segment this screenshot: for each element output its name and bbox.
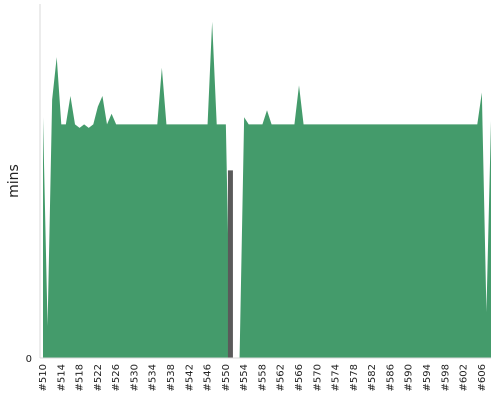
chart-marks <box>43 21 491 358</box>
x-tick-label: #606 <box>477 364 488 391</box>
x-tick-label: #510 <box>38 364 49 391</box>
x-tick-label: #570 <box>312 364 323 391</box>
x-tick-label: #530 <box>129 364 140 391</box>
x-tick-labels: #510 #514 #518 #522 #526 #530 #534 #538 #542 #546… <box>38 364 488 391</box>
gap-bar <box>227 170 233 358</box>
x-tick-label: #574 <box>331 364 342 391</box>
y-tick-label: 0 <box>26 354 32 365</box>
x-tick-label: #594 <box>422 364 433 391</box>
x-tick-label: #566 <box>294 364 305 391</box>
x-tick-label: #558 <box>257 364 268 391</box>
x-tick-label: #550 <box>221 364 232 391</box>
x-tick-label: #522 <box>93 364 104 391</box>
x-tick-label: #534 <box>148 364 159 391</box>
x-tick-label: #562 <box>276 364 287 391</box>
x-tick-label: #542 <box>184 364 195 391</box>
series-area <box>43 21 491 358</box>
x-tick-label: #602 <box>459 364 470 391</box>
x-tick-label: #546 <box>203 364 214 391</box>
x-tick-label: #582 <box>367 364 378 391</box>
x-tick-label: #538 <box>166 364 177 391</box>
x-tick-label: #586 <box>385 364 396 391</box>
x-tick-label: #578 <box>349 364 360 391</box>
x-tick-label: #518 <box>75 364 86 391</box>
x-tick-label: #514 <box>56 364 67 391</box>
x-tick-label: #554 <box>239 364 250 391</box>
y-axis-label: mins <box>6 164 22 198</box>
x-tick-label: #598 <box>440 364 451 391</box>
x-tick-label: #590 <box>404 364 415 391</box>
x-tick-label: #526 <box>111 364 122 391</box>
